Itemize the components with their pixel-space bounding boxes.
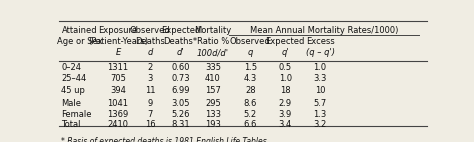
Text: 2410: 2410 <box>108 120 128 129</box>
Text: 410: 410 <box>205 74 221 83</box>
Text: 6.99: 6.99 <box>171 86 190 95</box>
Text: 335: 335 <box>205 63 221 72</box>
Text: 295: 295 <box>205 99 221 108</box>
Text: 3.2: 3.2 <box>313 120 327 129</box>
Text: 8.6: 8.6 <box>244 99 257 108</box>
Text: * Basis of expected deaths is 1981 English Life Tables.: * Basis of expected deaths is 1981 Engli… <box>61 137 269 142</box>
Text: 1.5: 1.5 <box>244 63 257 72</box>
Text: Exposure: Exposure <box>99 26 137 35</box>
Text: Expected: Expected <box>265 37 305 46</box>
Text: 3.3: 3.3 <box>313 74 327 83</box>
Text: 5.2: 5.2 <box>244 110 257 119</box>
Text: 3.4: 3.4 <box>279 120 292 129</box>
Text: Mean Annual Mortality Rates/1000): Mean Annual Mortality Rates/1000) <box>250 26 398 35</box>
Text: 2: 2 <box>148 63 153 72</box>
Text: 10: 10 <box>315 86 325 95</box>
Text: 1.0: 1.0 <box>279 74 292 83</box>
Text: 16: 16 <box>145 120 155 129</box>
Text: 3.9: 3.9 <box>279 110 292 119</box>
Text: 5.26: 5.26 <box>171 110 190 119</box>
Text: Attained: Attained <box>62 26 97 35</box>
Text: Deaths: Deaths <box>136 37 165 46</box>
Text: (Patient-Years): (Patient-Years) <box>88 37 148 46</box>
Text: Female: Female <box>61 110 91 119</box>
Text: 5.7: 5.7 <box>313 99 327 108</box>
Text: 2.9: 2.9 <box>279 99 292 108</box>
Text: 100d/d': 100d/d' <box>197 48 229 57</box>
Text: Mortality: Mortality <box>194 26 231 35</box>
Text: 394: 394 <box>110 86 126 95</box>
Text: Deaths*: Deaths* <box>164 37 198 46</box>
Text: Male: Male <box>61 99 81 108</box>
Text: 6.6: 6.6 <box>244 120 257 129</box>
Text: 1369: 1369 <box>108 110 128 119</box>
Text: q: q <box>247 48 253 57</box>
Text: d: d <box>148 48 153 57</box>
Text: Observed: Observed <box>130 26 171 35</box>
Text: 1.0: 1.0 <box>313 63 327 72</box>
Text: 8.31: 8.31 <box>171 120 190 129</box>
Text: 11: 11 <box>145 86 155 95</box>
Text: Expected: Expected <box>161 26 200 35</box>
Text: 25–44: 25–44 <box>61 74 86 83</box>
Text: 18: 18 <box>280 86 291 95</box>
Text: (q – q'): (q – q') <box>306 48 335 57</box>
Text: 705: 705 <box>110 74 126 83</box>
Text: Ratio %: Ratio % <box>197 37 229 46</box>
Text: 1311: 1311 <box>108 63 128 72</box>
Text: 0.73: 0.73 <box>171 74 190 83</box>
Text: d': d' <box>177 48 184 57</box>
Text: 133: 133 <box>205 110 221 119</box>
Text: 0.60: 0.60 <box>171 63 190 72</box>
Text: 28: 28 <box>245 86 255 95</box>
Text: 0–24: 0–24 <box>61 63 81 72</box>
Text: 7: 7 <box>148 110 153 119</box>
Text: 0.5: 0.5 <box>279 63 292 72</box>
Text: 9: 9 <box>148 99 153 108</box>
Text: E: E <box>115 48 121 57</box>
Text: Age or Sex: Age or Sex <box>56 37 102 46</box>
Text: 193: 193 <box>205 120 221 129</box>
Text: Excess: Excess <box>306 37 335 46</box>
Text: 3: 3 <box>148 74 153 83</box>
Text: 1.3: 1.3 <box>313 110 327 119</box>
Text: Observed: Observed <box>230 37 271 46</box>
Text: 45 up: 45 up <box>61 86 85 95</box>
Text: q': q' <box>282 48 289 57</box>
Text: 4.3: 4.3 <box>244 74 257 83</box>
Text: 3.05: 3.05 <box>171 99 190 108</box>
Text: Total: Total <box>61 120 81 129</box>
Text: 157: 157 <box>205 86 221 95</box>
Text: 1041: 1041 <box>108 99 128 108</box>
